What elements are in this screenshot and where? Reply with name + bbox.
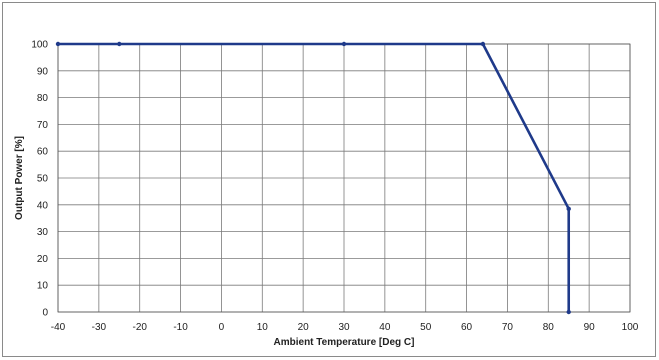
x-axis-title: Ambient Temperature [Deg C] xyxy=(274,337,415,348)
y-tick-label: 10 xyxy=(37,281,49,292)
x-tick-labels: -40 -30 -20 -10 0 10 20 30 40 50 60 70 80 90 100 xyxy=(51,322,639,333)
y-tick-label: 50 xyxy=(37,174,49,185)
data-point xyxy=(566,309,571,315)
y-tick-label: 100 xyxy=(31,40,48,51)
x-tick-label: 0 xyxy=(219,322,225,333)
series-line xyxy=(58,42,571,312)
x-tick-label: 40 xyxy=(379,322,391,333)
x-tick-label: -20 xyxy=(132,322,147,333)
series-group xyxy=(55,41,571,315)
x-tick-label: 100 xyxy=(622,322,639,333)
chart-frame xyxy=(2,2,656,357)
y-tick-label: 80 xyxy=(37,93,49,104)
data-point xyxy=(117,41,122,47)
y-tick-label: 40 xyxy=(37,200,49,211)
y-tick-label: 70 xyxy=(37,120,49,131)
x-tick-label: 80 xyxy=(543,322,555,333)
data-point xyxy=(566,206,571,212)
data-point xyxy=(341,41,347,47)
x-tick-label: 60 xyxy=(461,322,473,333)
y-tick-label: 90 xyxy=(37,66,49,77)
y-tick-labels: 0 10 20 30 40 50 60 70 80 90 100 xyxy=(31,40,48,319)
y-axis-title: Output Power [%] xyxy=(14,136,25,220)
x-tick-label: 10 xyxy=(257,322,269,333)
y-tick-label: 20 xyxy=(37,254,49,265)
x-tick-label: -40 xyxy=(51,322,66,333)
y-tick-label: 0 xyxy=(42,308,48,319)
data-point xyxy=(55,41,61,47)
x-tick-label: 30 xyxy=(338,322,350,333)
x-tick-label: 50 xyxy=(420,322,432,333)
y-tick-label: 30 xyxy=(37,227,49,238)
grid-lines xyxy=(57,43,631,313)
x-tick-label: 20 xyxy=(298,322,310,333)
x-tick-label: 90 xyxy=(584,322,596,333)
data-point xyxy=(480,41,486,47)
x-tick-label: -10 xyxy=(173,322,188,333)
x-tick-label: 70 xyxy=(502,322,514,333)
x-tick-label: -30 xyxy=(92,322,107,333)
y-tick-label: 60 xyxy=(37,147,49,158)
